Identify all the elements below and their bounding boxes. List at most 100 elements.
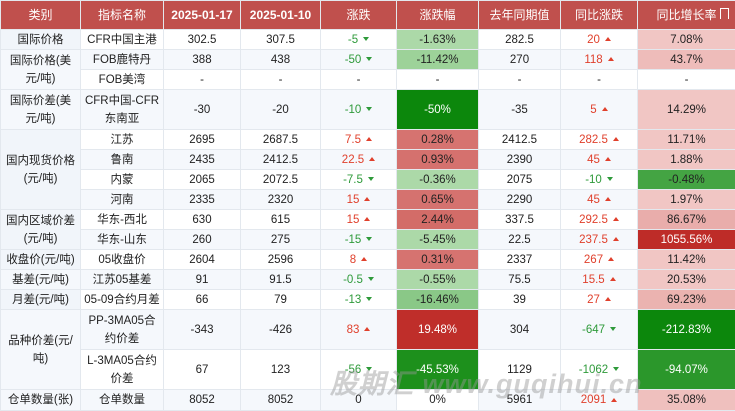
cell-text: 2290 xyxy=(507,194,533,206)
trend-arrow xyxy=(602,107,608,111)
value-cell: 15 xyxy=(321,210,397,230)
cell-text: -5 xyxy=(348,34,358,46)
trend-arrow xyxy=(613,217,619,221)
cell-text: 2320 xyxy=(268,194,294,206)
cell-text: -0.55% xyxy=(419,274,455,286)
value-cell: 438 xyxy=(241,50,321,70)
trend-arrow xyxy=(368,277,374,281)
category-cell: 仓单数量(张) xyxy=(1,390,81,411)
cell-text: -10 xyxy=(345,104,362,116)
trend-arrow xyxy=(605,197,611,201)
value-cell: 91.5 xyxy=(241,270,321,290)
cell-text: 2390 xyxy=(507,154,533,166)
cell-text: 8 xyxy=(350,254,356,266)
value-cell: -0.48% xyxy=(638,170,735,190)
cell-text: -212.83% xyxy=(662,324,711,336)
value-cell: 2412.5 xyxy=(479,130,561,150)
cell-text: FOB鹿特丹 xyxy=(93,54,151,66)
cell-text: -7.5 xyxy=(343,174,363,186)
cell-text: 7.5 xyxy=(345,134,361,146)
value-cell: 2695 xyxy=(164,130,241,150)
value-cell: 630 xyxy=(164,210,241,230)
trend-arrow xyxy=(366,57,372,61)
cell-text: 2412.5 xyxy=(263,154,298,166)
value-cell: 66 xyxy=(164,290,241,310)
value-cell: 2596 xyxy=(241,250,321,270)
cell-text: 05-09合约月差 xyxy=(84,294,159,306)
trend-arrow xyxy=(369,157,375,161)
cell-text: 39 xyxy=(513,294,526,306)
value-cell: 8052 xyxy=(241,390,321,411)
cell-text: 05收盘价 xyxy=(98,254,145,266)
cell-text: 237.5 xyxy=(579,234,608,246)
cell-text: 0.31% xyxy=(421,254,454,266)
cell-text: 15 xyxy=(347,194,360,206)
cell-text: - xyxy=(357,74,361,86)
value-cell: 118 xyxy=(561,50,638,70)
category-cell: 国际价差(美元/吨) xyxy=(1,90,81,130)
cell-text: 302.5 xyxy=(188,34,217,46)
cell-text: 19.48% xyxy=(418,324,457,336)
value-cell: 615 xyxy=(241,210,321,230)
value-cell: 2075 xyxy=(479,170,561,190)
value-cell: 39 xyxy=(479,290,561,310)
value-cell: 67 xyxy=(164,350,241,390)
value-cell: 5 xyxy=(561,90,638,130)
header-cell: 类别 xyxy=(1,1,81,30)
value-cell: 7.08% xyxy=(638,30,735,50)
cell-text: -11.42% xyxy=(417,54,459,66)
cell-text: 7.08% xyxy=(670,34,703,46)
cell-text: -1.63% xyxy=(419,34,455,46)
value-cell: - xyxy=(164,70,241,90)
cell-text: 5 xyxy=(590,104,596,116)
value-cell: -5 xyxy=(321,30,397,50)
cell-text: 2412.5 xyxy=(502,134,537,146)
header-cell: 涨跌幅 xyxy=(397,1,479,30)
cell-text: FOB美湾 xyxy=(99,74,146,86)
cell-text: -647 xyxy=(582,324,605,336)
cell-text: 11.71% xyxy=(667,134,705,146)
trend-arrow xyxy=(613,137,619,141)
cell-text: 2072.5 xyxy=(263,174,298,186)
value-cell: 15.5 xyxy=(561,270,638,290)
value-cell: 19.48% xyxy=(397,310,479,350)
value-cell: -343 xyxy=(164,310,241,350)
value-cell: 8052 xyxy=(164,390,241,411)
indicator-name: CFR中国-CFR东南亚 xyxy=(81,90,164,130)
value-cell: - xyxy=(561,70,638,90)
cell-text: - xyxy=(436,74,440,86)
trend-arrow xyxy=(366,297,372,301)
cell-text: -15 xyxy=(345,234,362,246)
value-cell: 2604 xyxy=(164,250,241,270)
value-cell: -212.83% xyxy=(638,310,735,350)
value-cell: 35.08% xyxy=(638,390,735,411)
cell-text: -94.07% xyxy=(665,364,708,376)
indicator-name: 仓单数量 xyxy=(81,390,164,411)
cell-text: -0.36% xyxy=(419,174,455,186)
cell-text: - xyxy=(279,74,283,86)
trend-arrow xyxy=(607,177,613,181)
value-cell: -1.63% xyxy=(397,30,479,50)
cell-text: 260 xyxy=(192,234,211,246)
cell-text: 河南 xyxy=(111,194,134,206)
value-cell: -16.46% xyxy=(397,290,479,310)
value-cell: 1055.56% xyxy=(638,230,735,250)
value-cell: -7.5 xyxy=(321,170,397,190)
header-cell: 2025-01-10 xyxy=(241,1,321,30)
table-row: FOB美湾------- xyxy=(1,70,735,90)
cell-text: 270 xyxy=(510,54,529,66)
trend-arrow xyxy=(605,297,611,301)
cell-text: 292.5 xyxy=(579,214,608,226)
cell-text: 307.5 xyxy=(266,34,295,46)
indicator-name: 鲁南 xyxy=(81,150,164,170)
cell-text: 20 xyxy=(587,34,600,46)
value-cell: -35 xyxy=(479,90,561,130)
cell-text: 2065 xyxy=(189,174,215,186)
header-icon[interactable] xyxy=(720,8,729,19)
